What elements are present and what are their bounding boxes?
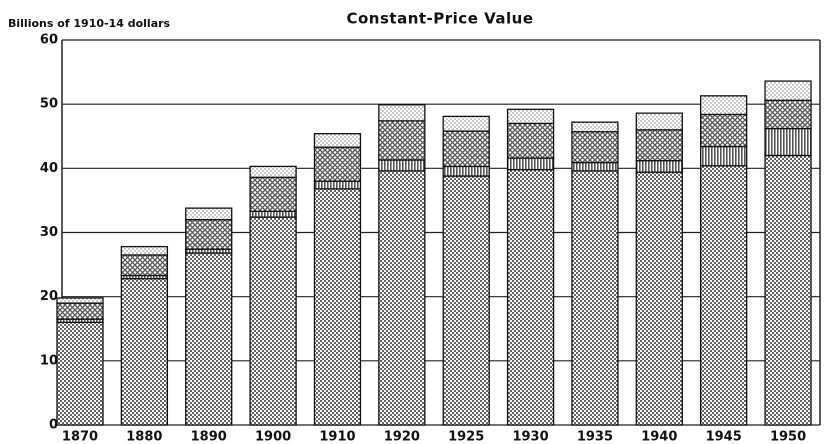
bar-segment	[506, 122, 555, 159]
bar-segment	[313, 133, 362, 148]
bar-segment	[378, 159, 426, 172]
y-tick-label: 40	[40, 161, 58, 176]
bar-segment	[249, 165, 297, 178]
y-tick-label: 20	[40, 289, 58, 304]
x-tick-label: 1945	[706, 430, 742, 444]
bar-segment	[571, 121, 619, 133]
bar-segment	[442, 175, 490, 426]
bar-segment	[442, 115, 490, 132]
bar-segment	[571, 170, 619, 426]
y-tick-label: 0	[49, 418, 58, 433]
bar-segment	[313, 188, 362, 426]
bar-segment	[764, 127, 812, 157]
bar-segment	[635, 171, 683, 426]
bar-segment	[700, 165, 748, 426]
y-tick-label: 30	[40, 225, 58, 240]
y-axis-label: Billions of 1910-14 dollars	[8, 17, 171, 30]
bar-segment	[185, 207, 233, 221]
bar-segment	[249, 210, 297, 218]
bar-segment	[185, 219, 233, 250]
y-tick-label: 50	[40, 97, 58, 112]
bar-segment	[506, 108, 555, 125]
x-tick-label: 1950	[770, 430, 806, 444]
x-tick-label: 1920	[384, 430, 420, 444]
bar-segment	[506, 157, 555, 171]
bar-segment	[56, 302, 104, 320]
bar-segment	[764, 154, 812, 426]
bar-segment	[764, 80, 812, 101]
bar-segment	[378, 170, 426, 426]
bar-segment	[700, 145, 748, 167]
bar-segment	[378, 120, 426, 161]
y-tick-label: 60	[40, 33, 58, 48]
bar-segment	[571, 161, 619, 172]
bar-segment	[56, 321, 104, 426]
bar-segment	[635, 159, 683, 173]
bar-segment	[506, 168, 555, 426]
bar-segment	[378, 104, 426, 122]
bar-segment	[764, 99, 812, 130]
x-tick-label: 1935	[577, 430, 613, 444]
chart-title: Constant-Price Value	[346, 10, 533, 28]
x-tick-label: 1890	[191, 430, 227, 444]
bar-segment	[442, 165, 490, 177]
x-tick-label: 1910	[319, 430, 355, 444]
x-tick-label: 1880	[126, 430, 162, 444]
bar-segment	[249, 216, 297, 426]
bar-segment	[120, 278, 169, 426]
bar-segment	[313, 146, 362, 182]
bar-segment	[313, 180, 362, 190]
bar-segment	[56, 297, 104, 304]
bar-segment	[120, 254, 169, 277]
bar-segment	[185, 252, 233, 426]
bar-segment	[442, 130, 490, 168]
bar-segment	[700, 95, 748, 116]
x-tick-label: 1930	[512, 430, 548, 444]
bar-segment	[249, 176, 297, 212]
x-tick-label: 1900	[255, 430, 291, 444]
bar-segment	[571, 131, 619, 164]
bar-segment	[700, 113, 748, 148]
y-tick-label: 10	[40, 353, 58, 368]
bar-segment	[635, 112, 683, 131]
x-tick-label: 1925	[448, 430, 484, 444]
x-tick-label: 1940	[641, 430, 677, 444]
x-tick-label: 1870	[62, 430, 98, 444]
bar-segment	[635, 129, 683, 162]
bar-segment	[120, 245, 169, 256]
